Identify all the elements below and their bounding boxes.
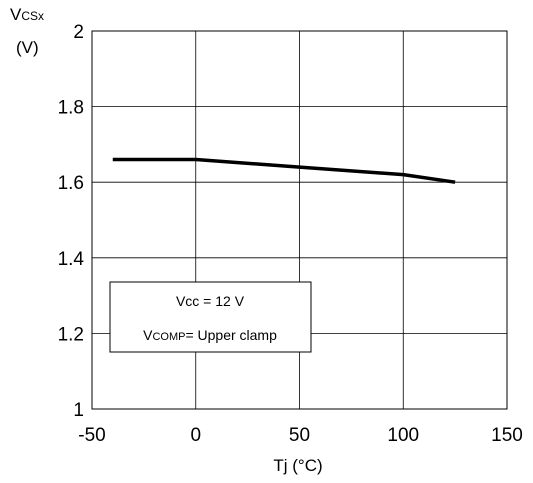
y-axis-unit: (V) [16, 38, 39, 57]
condition-box: Vcc = 12 V VCOMP= Upper clamp [109, 281, 312, 353]
y-tick-label: 1.4 [58, 249, 85, 270]
y-axis-label-main: V [10, 5, 22, 24]
y-axis-label: VCSx [10, 5, 44, 24]
x-tick-label: 150 [491, 425, 523, 446]
x-tick-label: 100 [387, 425, 419, 446]
y-axis-label-sub: CSx [21, 9, 44, 23]
x-axis-label: Tj (°C) [273, 456, 322, 475]
vcomp-suffix: = Upper clamp [185, 327, 277, 343]
x-tick-label: -50 [78, 425, 105, 446]
condition-line-vcomp: VCOMP= Upper clamp [143, 327, 277, 343]
x-tick-label: 0 [190, 425, 201, 446]
x-tick-labels: -50 0 50 100 150 [78, 425, 523, 446]
condition-box-frame [109, 281, 312, 353]
x-tick-label: 50 [289, 425, 310, 446]
y-tick-labels: 1 1.2 1.4 1.6 1.8 2 [58, 22, 85, 421]
y-tick-label: 1.8 [58, 98, 84, 119]
vcomp-prefix: V [143, 327, 153, 343]
y-tick-label: 1.6 [58, 173, 84, 194]
series-group [112, 157, 456, 184]
y-tick-label: 1 [73, 400, 84, 421]
plot-frame [91, 30, 508, 410]
series-line [112, 157, 456, 184]
vcomp-subscript: COMP [152, 331, 185, 343]
y-tick-label: 2 [73, 22, 84, 43]
y-tick-label: 1.2 [58, 324, 84, 345]
condition-line-vcc: Vcc = 12 V [176, 293, 245, 309]
